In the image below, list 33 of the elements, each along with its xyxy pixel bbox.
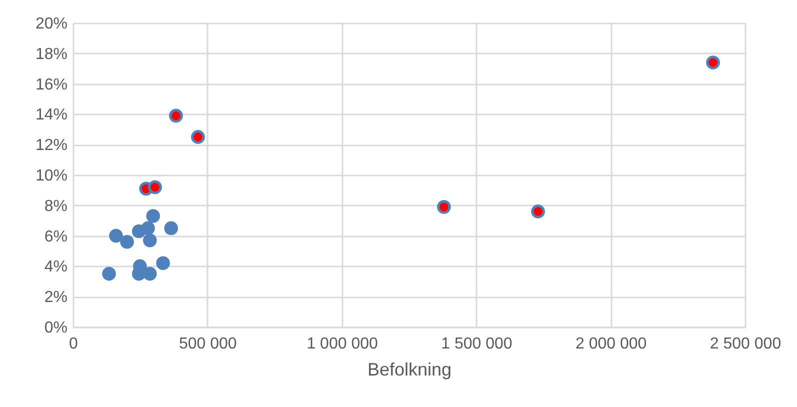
- point: [164, 221, 178, 236]
- x-axis-title: Befolkning: [367, 360, 452, 380]
- y-tick-label: 20%: [35, 16, 68, 32]
- point: [142, 233, 157, 248]
- point: [156, 256, 170, 270]
- point: [146, 209, 160, 223]
- y-tick-label: 10%: [35, 168, 68, 184]
- y-tick-label: 2%: [44, 289, 68, 306]
- point: [706, 56, 720, 70]
- point: [531, 204, 545, 218]
- y-tick-label: 18%: [35, 46, 68, 63]
- point: [141, 221, 155, 236]
- point: [169, 108, 183, 123]
- point: [120, 235, 134, 249]
- x-tick-label: 0: [69, 336, 78, 352]
- y-tick-label: 8%: [44, 198, 68, 215]
- x-tick-label: 2 500 000: [710, 336, 782, 352]
- point: [148, 180, 162, 194]
- x-tick-label: 1 000 000: [306, 336, 378, 352]
- y-tick-label: 4%: [44, 258, 68, 276]
- y-tick-label: 16%: [35, 76, 68, 94]
- point: [436, 200, 451, 214]
- x-tick-label: 1 500 000: [441, 336, 512, 352]
- y-tick-label: 14%: [35, 106, 68, 124]
- y-tick-label: 0%: [44, 320, 68, 336]
- point: [102, 266, 116, 281]
- point: [109, 228, 123, 243]
- point: [142, 266, 157, 281]
- point: [191, 130, 205, 144]
- y-tick-label: 12%: [35, 137, 68, 154]
- y-tick-label: 6%: [44, 228, 68, 246]
- x-tick-label: 2 000 000: [576, 336, 647, 352]
- x-tick-label: 500 000: [178, 336, 237, 352]
